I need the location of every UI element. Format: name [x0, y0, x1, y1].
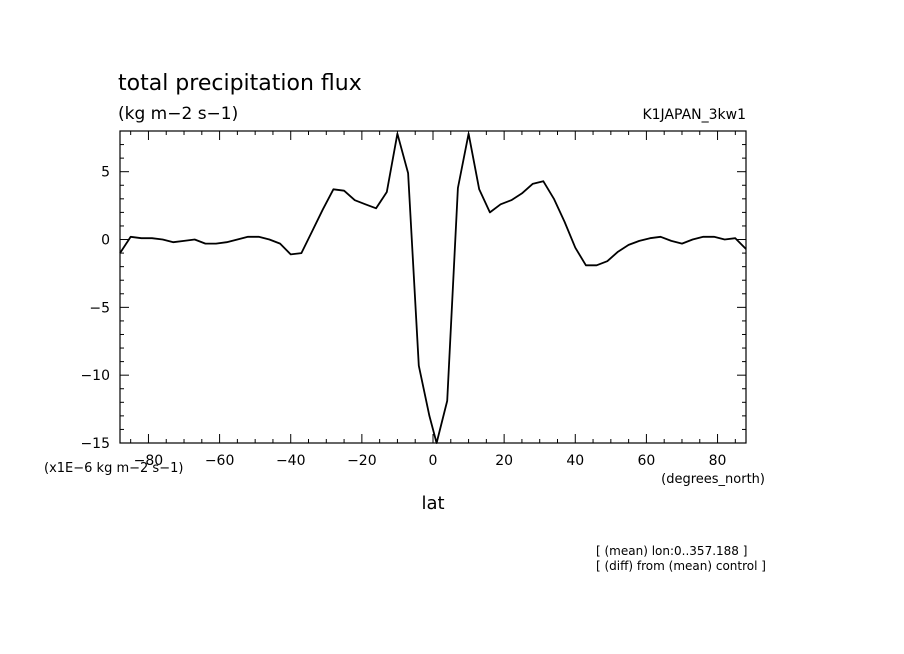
y-tick-label: −15 — [80, 436, 110, 452]
note-mean: [ (mean) lon:0..357.188 ] — [596, 544, 747, 558]
x-tick-label: −80 — [134, 453, 164, 469]
x-units-label: (degrees_north) — [661, 472, 765, 487]
x-tick-label: 20 — [495, 453, 513, 469]
x-tick-label: −20 — [347, 453, 377, 469]
run-label: K1JAPAN_3kw1 — [642, 107, 746, 123]
y-tick-labels: 5 0 −5 −10 −15 — [80, 165, 110, 452]
y-tick-label: −5 — [89, 300, 110, 316]
y-tick-label: 5 — [101, 165, 110, 181]
plot-frame — [119, 130, 747, 444]
series-line — [119, 132, 747, 444]
x-tick-label: 40 — [566, 453, 584, 469]
x-tick-label: 0 — [429, 453, 438, 469]
x-axis-label: lat — [421, 493, 444, 514]
units-label: (kg m−2 s−1) — [118, 104, 238, 124]
x-tick-label: 60 — [637, 453, 655, 469]
x-tick-label: 80 — [709, 453, 727, 469]
y-scale-note: (x1E−6 kg m−2 s−1) — [44, 461, 183, 476]
x-tick-label: −40 — [276, 453, 306, 469]
y-tick-label: 0 — [101, 233, 110, 249]
x-tick-label: −60 — [205, 453, 235, 469]
y-tick-label: −10 — [80, 368, 110, 384]
note-diff: [ (diff) from (mean) control ] — [596, 559, 766, 573]
chart-title: total precipitation flux — [118, 71, 362, 96]
axis-ticks — [120, 130, 746, 444]
x-tick-labels: −80 −60 −40 −20 0 20 40 60 80 — [134, 453, 727, 469]
